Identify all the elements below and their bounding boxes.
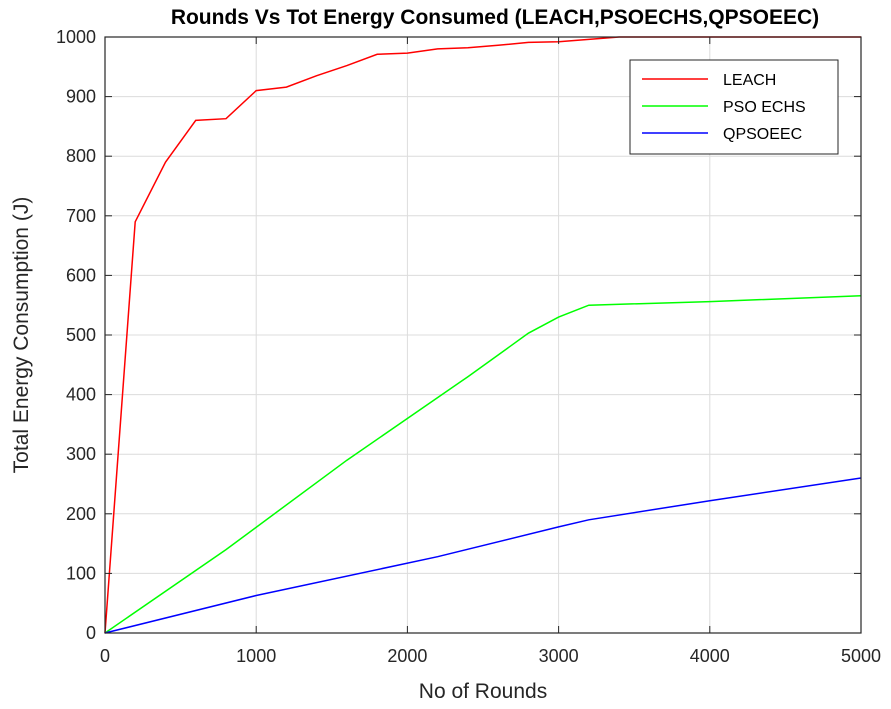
y-tick-label: 300 — [66, 444, 96, 464]
y-tick-label: 100 — [66, 563, 96, 583]
legend-label-leach: LEACH — [723, 72, 776, 89]
x-tick-label: 2000 — [387, 646, 427, 666]
legend-box — [629, 59, 839, 155]
y-tick-label: 1000 — [56, 27, 96, 47]
series-line-leach — [104, 36, 861, 634]
series-line-pso-echs — [104, 294, 862, 634]
x-axis-label: No of Rounds — [419, 680, 547, 703]
y-tick-label: 600 — [66, 265, 96, 285]
legend: LEACH PSO ECHS QPSOEEC — [629, 59, 839, 155]
y-tick-label: 700 — [66, 206, 96, 226]
x-tick-label: 4000 — [690, 646, 730, 666]
chart-title: Rounds Vs Tot Energy Consumed (LEACH,PSO… — [171, 6, 819, 29]
y-tick-label: 0 — [86, 623, 96, 643]
series-line-qpsoeec — [104, 477, 862, 634]
y-tick-label: 500 — [66, 325, 96, 345]
x-tick-label: 3000 — [539, 646, 579, 666]
x-tick-label: 5000 — [841, 646, 881, 666]
y-tick-label: 800 — [66, 146, 96, 166]
series-lines — [104, 36, 862, 634]
x-tick-label: 1000 — [236, 646, 276, 666]
y-tick-label: 900 — [66, 87, 96, 107]
x-tick-label: 0 — [100, 646, 110, 666]
y-axis-label: Total Energy Consumption (J) — [10, 197, 33, 474]
legend-label-qpsoeec: QPSOEEC — [723, 126, 802, 143]
y-tick-label: 200 — [66, 504, 96, 524]
axis-ticks: 0 1000 2000 3000 4000 5000 0 100 200 300 400 500 600… — [56, 27, 881, 666]
legend-label-pso-echs: PSO ECHS — [723, 99, 806, 116]
y-tick-label: 400 — [66, 385, 96, 405]
